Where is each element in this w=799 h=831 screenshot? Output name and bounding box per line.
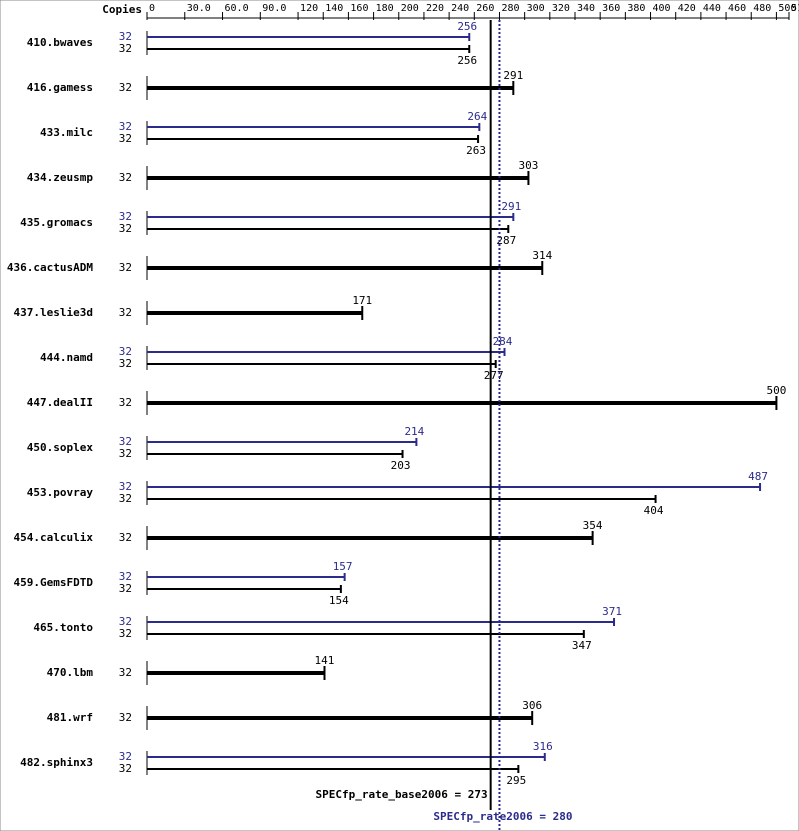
peak-value-label: 487 [748, 470, 768, 483]
benchmark-name: 454.calculix [14, 531, 94, 544]
benchmark-name: 482.sphinx3 [20, 756, 93, 769]
base-copies: 32 [119, 396, 132, 409]
base-copies: 32 [119, 81, 132, 94]
base-value-label: 141 [315, 654, 335, 667]
x-tick-label: 220 [426, 3, 444, 14]
base-copies: 32 [119, 666, 132, 679]
peak-copies: 32 [119, 480, 132, 493]
base-copies: 32 [119, 762, 132, 775]
x-tick-label: 380 [627, 3, 645, 14]
base-value-label: 277 [484, 369, 504, 382]
x-tick-label: 420 [678, 3, 696, 14]
x-tick-label: 460 [728, 3, 746, 14]
base-value-label: 171 [352, 294, 372, 307]
base-value-label: 287 [496, 234, 516, 247]
base-copies: 32 [119, 711, 132, 724]
base-copies: 32 [119, 132, 132, 145]
peak-copies: 32 [119, 750, 132, 763]
benchmark-name: 434.zeusmp [27, 171, 94, 184]
peak-value-label: 264 [467, 110, 487, 123]
benchmark-name: 453.povray [27, 486, 94, 499]
base-value-label: 295 [506, 774, 526, 787]
benchmark-name: 435.gromacs [20, 216, 93, 229]
base-value-label: 291 [503, 69, 523, 82]
base-copies: 32 [119, 447, 132, 460]
base-value-label: 263 [466, 144, 486, 157]
base-copies: 32 [119, 171, 132, 184]
peak-reference-label: SPECfp_rate2006 = 280 [433, 810, 572, 823]
peak-value-label: 284 [493, 335, 513, 348]
benchmark-name: 465.tonto [33, 621, 93, 634]
base-reference-label: SPECfp_rate_base2006 = 273 [315, 788, 487, 801]
peak-value-label: 291 [501, 200, 521, 213]
x-tick-label: 260 [476, 3, 494, 14]
x-tick-label: 240 [451, 3, 469, 14]
peak-value-label: 256 [457, 20, 477, 33]
peak-copies: 32 [119, 210, 132, 223]
benchmark-name: 436.cactusADM [7, 261, 93, 274]
base-copies: 32 [119, 261, 132, 274]
base-copies: 32 [119, 627, 132, 640]
peak-copies: 32 [119, 345, 132, 358]
base-value-label: 354 [583, 519, 603, 532]
base-copies: 32 [119, 222, 132, 235]
base-value-label: 203 [391, 459, 411, 472]
base-value-label: 314 [532, 249, 552, 262]
base-value-label: 154 [329, 594, 349, 607]
base-value-label: 303 [518, 159, 538, 172]
base-value-label: 404 [644, 504, 664, 517]
base-copies: 32 [119, 357, 132, 370]
x-tick-label: 340 [577, 3, 595, 14]
peak-value-label: 316 [533, 740, 553, 753]
base-copies: 32 [119, 306, 132, 319]
benchmark-name: 433.milc [40, 126, 93, 139]
peak-copies: 32 [119, 120, 132, 133]
benchmark-name: 450.soplex [27, 441, 94, 454]
x-tick-label: 180 [376, 3, 394, 14]
x-tick-label: 440 [703, 3, 721, 14]
base-copies: 32 [119, 492, 132, 505]
x-tick-label: 0 [149, 3, 155, 14]
x-tick-label: 360 [602, 3, 620, 14]
peak-value-label: 214 [404, 425, 424, 438]
copies-header: Copies [102, 3, 142, 16]
base-copies: 32 [119, 582, 132, 595]
base-value-label: 306 [522, 699, 542, 712]
benchmark-name: 410.bwaves [27, 36, 93, 49]
x-tick-label: 60.0 [225, 3, 249, 14]
x-tick-label: 510 [791, 3, 799, 14]
x-tick-label: 500 [778, 3, 796, 14]
x-tick-label: 160 [350, 3, 368, 14]
peak-value-label: 371 [602, 605, 622, 618]
base-value-label: 256 [457, 54, 477, 67]
benchmark-name: 437.leslie3d [14, 306, 93, 319]
benchmark-name: 459.GemsFDTD [14, 576, 94, 589]
x-tick-label: 30.0 [187, 3, 211, 14]
peak-copies: 32 [119, 615, 132, 628]
x-tick-label: 90.0 [262, 3, 286, 14]
benchmark-name: 444.namd [40, 351, 93, 364]
x-tick-label: 140 [325, 3, 343, 14]
benchmark-name: 470.lbm [47, 666, 94, 679]
peak-value-label: 157 [333, 560, 353, 573]
x-tick-label: 400 [653, 3, 671, 14]
benchmark-name: 447.dealII [27, 396, 93, 409]
peak-copies: 32 [119, 435, 132, 448]
x-tick-label: 480 [753, 3, 771, 14]
x-tick-label: 200 [401, 3, 419, 14]
benchmark-name: 416.gamess [27, 81, 93, 94]
peak-copies: 32 [119, 570, 132, 583]
base-copies: 32 [119, 42, 132, 55]
base-value-label: 500 [766, 384, 786, 397]
x-tick-label: 300 [527, 3, 545, 14]
benchmark-name: 481.wrf [47, 711, 93, 724]
base-value-label: 347 [572, 639, 592, 652]
x-tick-label: 280 [501, 3, 519, 14]
peak-copies: 32 [119, 30, 132, 43]
x-tick-label: 120 [300, 3, 318, 14]
x-tick-label: 320 [552, 3, 570, 14]
base-copies: 32 [119, 531, 132, 544]
